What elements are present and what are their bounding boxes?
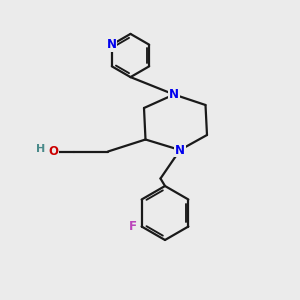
Text: F: F xyxy=(129,220,137,233)
Text: N: N xyxy=(175,143,185,157)
Text: N: N xyxy=(169,88,179,101)
Text: N: N xyxy=(107,38,117,51)
Text: H: H xyxy=(37,144,46,154)
Text: O: O xyxy=(48,145,58,158)
